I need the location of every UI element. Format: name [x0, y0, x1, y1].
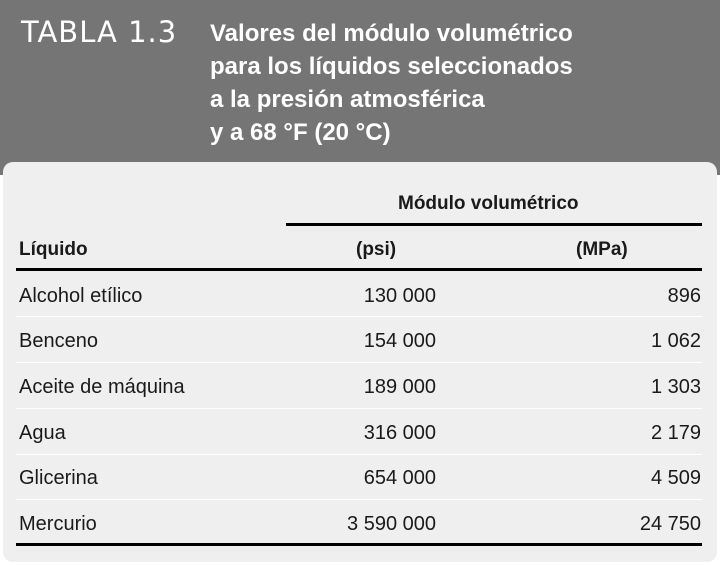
table-row-2-liquid: Benceno — [19, 330, 98, 352]
table-row-5-psi: 654 000 — [363, 467, 436, 489]
table-row-3-psi: 189 000 — [363, 376, 436, 398]
row-divider — [16, 362, 702, 363]
table-row-1-liquid: Alcohol etílico — [19, 285, 143, 307]
table-row-1-mpa: 896 — [667, 285, 701, 307]
table-row-4-mpa: 2 179 — [650, 422, 701, 444]
table-label: TABLA 1.3 — [21, 15, 178, 49]
row-divider — [16, 316, 702, 317]
title-line-4: y a 68 °F (20 °C) — [210, 119, 391, 146]
table-row-6-psi: 3 590 000 — [347, 513, 436, 535]
row-divider — [16, 454, 702, 455]
table-row-3-liquid: Aceite de máquina — [19, 376, 185, 398]
table-row-2-mpa: 1 062 — [650, 330, 701, 352]
table-row-6-liquid: Mercurio — [19, 513, 97, 535]
table-row-4-psi: 316 000 — [363, 422, 436, 444]
group-header-modulo: Módulo volumétrico — [398, 193, 579, 214]
column-header-liquido: Líquido — [19, 239, 88, 260]
table-row-6-mpa: 24 750 — [639, 513, 701, 535]
column-header-mpa: (MPa) — [576, 239, 628, 260]
table-row-2-psi: 154 000 — [363, 330, 436, 352]
title-line-3: a la presión atmosférica — [210, 86, 485, 113]
title-line-2: para los líquidos seleccionados — [210, 53, 573, 80]
table-row-1-psi: 130 000 — [363, 285, 436, 307]
table-title: Valores del módulo volumétrico para los … — [210, 17, 710, 149]
table-row-4-liquid: Agua — [19, 422, 66, 444]
table-header-band: TABLA 1.3 Valores del módulo volumétrico… — [0, 0, 720, 175]
row-divider — [16, 499, 702, 500]
table-row-5-mpa: 4 509 — [650, 467, 701, 489]
bottom-rule — [16, 543, 702, 546]
column-header-psi: (psi) — [356, 239, 397, 260]
table-row-5-liquid: Glicerina — [19, 467, 98, 489]
table-row-3-mpa: 1 303 — [650, 376, 701, 398]
row-divider — [16, 408, 702, 409]
group-header-rule — [286, 223, 702, 226]
title-line-1: Valores del módulo volumétrico — [210, 20, 573, 47]
header-rule — [16, 268, 702, 271]
